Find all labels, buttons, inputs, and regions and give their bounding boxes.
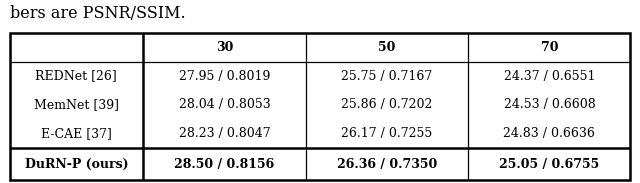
Text: 28.04 / 0.8053: 28.04 / 0.8053: [179, 98, 270, 111]
Text: MemNet [39]: MemNet [39]: [34, 98, 119, 111]
Text: E-CAE [37]: E-CAE [37]: [41, 127, 112, 140]
Text: 28.50 / 0.8156: 28.50 / 0.8156: [174, 158, 275, 171]
Text: 50: 50: [378, 41, 396, 54]
Text: 28.23 / 0.8047: 28.23 / 0.8047: [179, 127, 270, 140]
Text: 27.95 / 0.8019: 27.95 / 0.8019: [179, 70, 270, 83]
Text: 26.36 / 0.7350: 26.36 / 0.7350: [337, 158, 437, 171]
Text: 25.75 / 0.7167: 25.75 / 0.7167: [341, 70, 433, 83]
Text: 25.05 / 0.6755: 25.05 / 0.6755: [499, 158, 600, 171]
Text: 25.86 / 0.7202: 25.86 / 0.7202: [341, 98, 433, 111]
Text: bers are PSNR/SSIM.: bers are PSNR/SSIM.: [10, 5, 185, 23]
Text: DuRN-P (ours): DuRN-P (ours): [24, 158, 128, 171]
Text: 24.83 / 0.6636: 24.83 / 0.6636: [504, 127, 595, 140]
Text: 24.37 / 0.6551: 24.37 / 0.6551: [504, 70, 595, 83]
Text: 70: 70: [541, 41, 558, 54]
Text: 30: 30: [216, 41, 233, 54]
Text: REDNet [26]: REDNet [26]: [35, 70, 117, 83]
Text: 24.53 / 0.6608: 24.53 / 0.6608: [504, 98, 595, 111]
Text: 26.17 / 0.7255: 26.17 / 0.7255: [341, 127, 433, 140]
